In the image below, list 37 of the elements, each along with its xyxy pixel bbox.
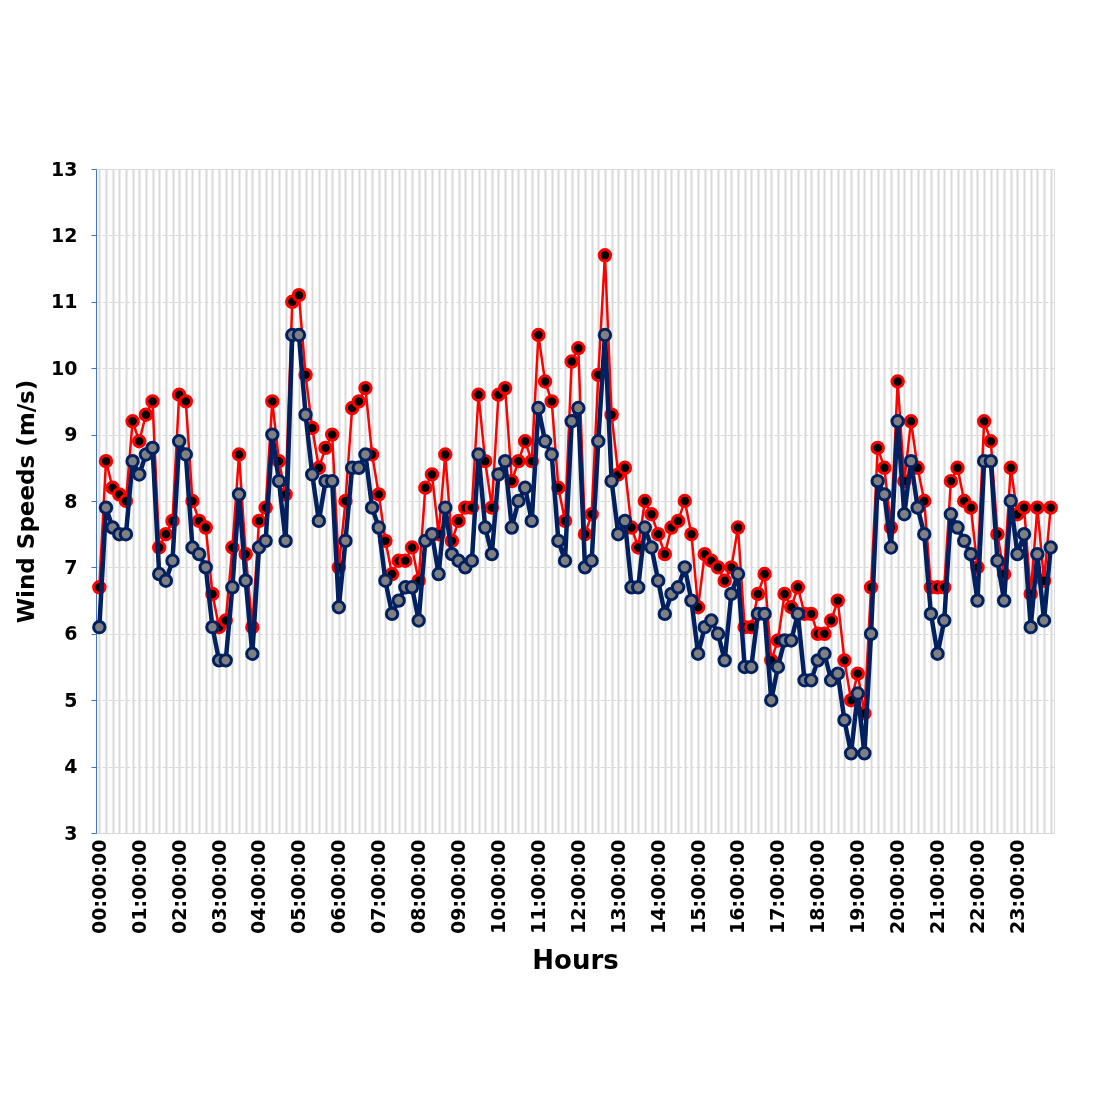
x-tick-label: 01:00:00 (127, 839, 150, 935)
x-tick-label: 12:00:00 (566, 839, 589, 935)
y-tick-label: 5 (64, 688, 78, 711)
y-tick-label: 7 (64, 555, 78, 578)
x-tick-label: 13:00:00 (606, 839, 629, 935)
x-tick-label: 14:00:00 (646, 839, 669, 935)
x-tick-label: 00:00:00 (87, 839, 110, 935)
x-axis-title: Hours (532, 945, 619, 976)
y-tick-label: 3 (64, 821, 78, 844)
y-tick-label: 13 (51, 157, 78, 180)
y-tick-label: 4 (64, 755, 78, 778)
y-tick-label: 8 (64, 489, 78, 512)
x-tick-label: 22:00:00 (965, 839, 988, 935)
x-tick-label: 06:00:00 (327, 839, 350, 935)
x-tick-label: 15:00:00 (686, 839, 709, 935)
x-tick-label: 08:00:00 (407, 839, 430, 935)
x-tick-label: 16:00:00 (726, 839, 749, 935)
y-tick-label: 11 (51, 290, 78, 313)
y-tick-label: 12 (51, 223, 78, 246)
x-tick-label: 04:00:00 (247, 839, 270, 935)
x-tick-label: 18:00:00 (806, 839, 829, 935)
x-tick-label: 21:00:00 (926, 839, 949, 935)
x-tick-label: 07:00:00 (367, 839, 390, 935)
x-tick-label: 10:00:00 (486, 839, 509, 935)
x-tick-label: 17:00:00 (766, 839, 789, 935)
x-tick-label: 19:00:00 (846, 839, 869, 935)
x-tick-label: 03:00:00 (207, 839, 230, 935)
y-tick-label: 10 (51, 356, 78, 379)
x-tick-label: 20:00:00 (886, 839, 909, 935)
x-tick-label: 05:00:00 (287, 839, 310, 935)
y-tick-label: 9 (64, 423, 78, 446)
x-tick-label: 11:00:00 (526, 839, 549, 935)
x-tick-label: 09:00:00 (447, 839, 470, 935)
x-tick-label: 02:00:00 (167, 839, 190, 935)
x-tick-label: 23:00:00 (1005, 839, 1028, 935)
y-axis-title: Wind Speeds (m/s) (13, 379, 40, 624)
y-tick-label: 6 (64, 622, 78, 645)
